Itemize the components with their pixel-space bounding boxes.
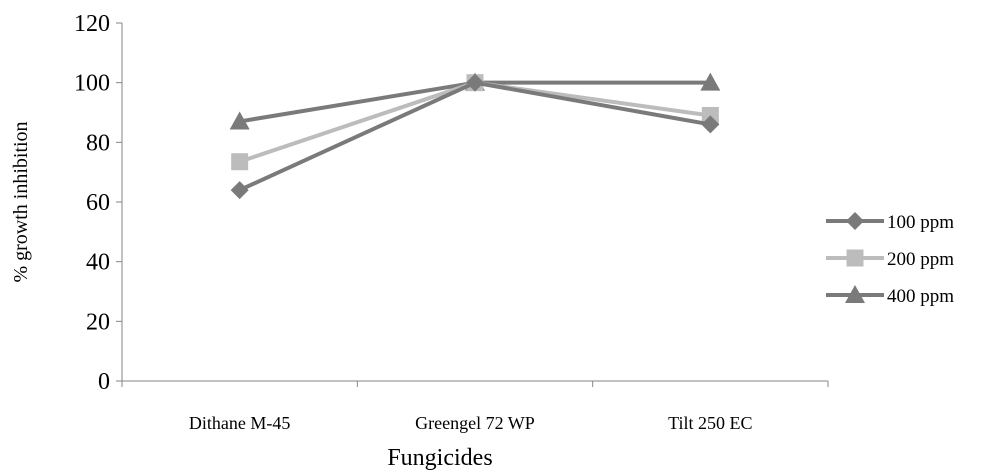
y-tick-label: 60	[86, 190, 110, 216]
x-tick-label: Tilt 250 EC	[668, 413, 752, 433]
legend: 100 ppm 200 ppm 400 ppm	[826, 212, 954, 307]
data-point-diamond	[466, 73, 484, 92]
legend-label: 100 ppm	[887, 212, 954, 233]
data-point-triangle	[229, 111, 250, 130]
y-tick-label: 100	[74, 71, 110, 97]
y-tick-label: 0	[98, 369, 110, 395]
legend-entry: 400 ppm	[826, 285, 954, 307]
data-point-square	[231, 153, 249, 171]
series-line	[239, 80, 711, 164]
x-axis-title: Fungicides	[387, 445, 492, 471]
data-point-diamond	[701, 115, 720, 134]
legend-diamond-icon	[846, 212, 864, 230]
x-tick-label: Dithane M-45	[189, 413, 290, 433]
y-tick-label: 80	[86, 130, 110, 156]
legend-entry: 200 ppm	[826, 249, 954, 270]
legend-label: 400 ppm	[887, 286, 954, 307]
x-axis-ticks: Dithane M-45 Greengel 72 WP Tilt 250 EC	[121, 381, 829, 433]
y-tick-label: 120	[74, 11, 110, 37]
x-tick-label: Greengel 72 WP	[415, 413, 535, 433]
data-point-triangle	[700, 72, 721, 91]
data-point-diamond	[230, 181, 249, 200]
legend-label: 200 ppm	[887, 249, 954, 270]
y-axis-title: % growth inhibition	[10, 121, 32, 282]
legend-square-icon	[846, 249, 864, 267]
y-tick-label: 20	[86, 309, 110, 335]
series-100-ppm	[230, 73, 720, 200]
y-axis-ticks: 0 20 40 60 80 100 120	[74, 11, 122, 395]
legend-entry: 100 ppm	[826, 212, 954, 233]
series-layer	[229, 72, 721, 200]
legend-triangle-icon	[845, 285, 865, 303]
y-tick-label: 40	[86, 250, 110, 276]
